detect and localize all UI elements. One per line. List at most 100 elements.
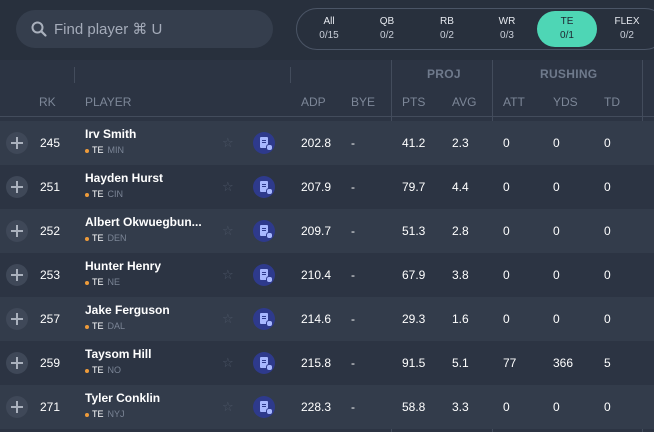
- rank: 252: [40, 224, 61, 238]
- plus-icon[interactable]: [6, 132, 28, 154]
- player-team: NYJ: [107, 409, 125, 419]
- rush-td: 0: [604, 180, 611, 194]
- player-team: MIN: [107, 145, 125, 155]
- rush-yds: 0: [553, 400, 560, 414]
- table-row[interactable]: 252 Albert Okwuegbun... TE DEN ☆ 209.7 - …: [0, 209, 654, 253]
- adp: 215.8: [301, 356, 332, 370]
- star-icon[interactable]: ☆: [222, 267, 234, 282]
- bye: -: [351, 268, 355, 282]
- tab-count: 0/3: [500, 30, 514, 41]
- plus-icon[interactable]: [6, 396, 28, 418]
- tab-count: 0/2: [440, 30, 454, 41]
- star-icon[interactable]: ☆: [222, 399, 234, 414]
- tab-flex[interactable]: FLEX 0/2: [597, 11, 654, 47]
- col-att[interactable]: ATT: [503, 95, 525, 109]
- player-search[interactable]: [16, 10, 273, 48]
- plus-icon[interactable]: [6, 220, 28, 242]
- col-yds[interactable]: YDS: [553, 95, 578, 109]
- star-icon[interactable]: ☆: [222, 179, 234, 194]
- table-row[interactable]: 259 Taysom Hill TE NO ☆ 215.8 - 91.5 5.1 …: [0, 341, 654, 385]
- tab-wr[interactable]: WR 0/3: [477, 11, 537, 47]
- position-dot: [85, 324, 89, 329]
- player-name[interactable]: Jake Ferguson: [85, 303, 170, 317]
- adp: 214.6: [301, 312, 332, 326]
- bye: -: [351, 356, 355, 370]
- news-icon[interactable]: [253, 308, 275, 330]
- tab-label: TE: [560, 16, 574, 27]
- player-meta: TE DAL: [85, 321, 125, 331]
- news-icon[interactable]: [253, 220, 275, 242]
- proj-avg: 2.3: [452, 136, 469, 150]
- tab-count: 0/15: [319, 30, 339, 41]
- player-name[interactable]: Taysom Hill: [85, 347, 152, 361]
- star-icon[interactable]: ☆: [222, 311, 234, 326]
- tab-qb[interactable]: QB 0/2: [357, 11, 417, 47]
- rank: 251: [40, 180, 61, 194]
- rush-yds: 366: [553, 356, 574, 370]
- news-icon[interactable]: [253, 132, 275, 154]
- tab-label: All: [323, 16, 335, 27]
- search-input[interactable]: [54, 10, 264, 48]
- position-dot: [85, 280, 89, 285]
- col-avg[interactable]: AVG: [452, 95, 477, 109]
- tab-count: 0/2: [620, 30, 634, 41]
- position-filter: All 0/15 QB 0/2 RB 0/2 WR 0/3 TE 0/1 FLE…: [296, 8, 654, 50]
- player-name[interactable]: Tyler Conklin: [85, 391, 161, 405]
- rush-att: 0: [503, 136, 510, 150]
- bye: -: [351, 224, 355, 238]
- tab-label: WR: [498, 16, 516, 27]
- rush-yds: 0: [553, 136, 560, 150]
- rush-yds: 0: [553, 268, 560, 282]
- table-row[interactable]: 257 Jake Ferguson TE DAL ☆ 214.6 - 29.3 1…: [0, 297, 654, 341]
- player-name[interactable]: Albert Okwuegbun...: [85, 215, 202, 229]
- rank: 271: [40, 400, 61, 414]
- tab-rb[interactable]: RB 0/2: [417, 11, 477, 47]
- bye: -: [351, 400, 355, 414]
- player-name[interactable]: Hunter Henry: [85, 259, 162, 273]
- player-meta: TE NYJ: [85, 409, 125, 419]
- table-row[interactable]: 245 Irv Smith TE MIN ☆ 202.8 - 41.2 2.3 0…: [0, 121, 654, 165]
- tab-all[interactable]: All 0/15: [299, 11, 359, 47]
- player-meta: TE CIN: [85, 189, 123, 199]
- table-row[interactable]: 253 Hunter Henry TE NE ☆ 210.4 - 67.9 3.8…: [0, 253, 654, 297]
- tab-count: 0/2: [380, 30, 394, 41]
- table-row[interactable]: 271 Tyler Conklin TE NYJ ☆ 228.3 - 58.8 3…: [0, 385, 654, 429]
- star-icon[interactable]: ☆: [222, 355, 234, 370]
- news-icon[interactable]: [253, 264, 275, 286]
- news-icon[interactable]: [253, 176, 275, 198]
- tab-label: RB: [440, 16, 454, 27]
- col-rk[interactable]: RK: [39, 95, 56, 109]
- star-icon[interactable]: ☆: [222, 223, 234, 238]
- news-icon[interactable]: [253, 352, 275, 374]
- col-adp[interactable]: ADP: [301, 95, 326, 109]
- bye: -: [351, 312, 355, 326]
- player-meta: TE DEN: [85, 233, 127, 243]
- table-row[interactable]: 251 Hayden Hurst TE CIN ☆ 207.9 - 79.7 4.…: [0, 165, 654, 209]
- star-icon[interactable]: ☆: [222, 135, 234, 150]
- col-td[interactable]: TD: [604, 95, 620, 109]
- news-icon[interactable]: [253, 396, 275, 418]
- player-name[interactable]: Irv Smith: [85, 127, 137, 141]
- tab-te[interactable]: TE 0/1: [537, 11, 597, 47]
- player-name[interactable]: Hayden Hurst: [85, 171, 164, 185]
- player-position: TE: [92, 233, 104, 243]
- bye: -: [351, 136, 355, 150]
- plus-icon[interactable]: [6, 308, 28, 330]
- rush-att: 0: [503, 224, 510, 238]
- plus-icon[interactable]: [6, 352, 28, 374]
- plus-icon[interactable]: [6, 264, 28, 286]
- col-player[interactable]: PLAYER: [85, 95, 132, 109]
- rush-yds: 0: [553, 224, 560, 238]
- table-header: PROJ RUSHING RK PLAYER ADP BYE PTS AVG A…: [0, 60, 654, 116]
- proj-avg: 3.8: [452, 268, 469, 282]
- col-pts[interactable]: PTS: [402, 95, 426, 109]
- rank: 245: [40, 136, 61, 150]
- proj-pts: 41.2: [402, 136, 426, 150]
- plus-icon[interactable]: [6, 176, 28, 198]
- proj-avg: 2.8: [452, 224, 469, 238]
- player-meta: TE NO: [85, 365, 121, 375]
- col-bye[interactable]: BYE: [351, 95, 376, 109]
- rush-td: 0: [604, 312, 611, 326]
- position-dot: [85, 236, 89, 241]
- position-dot: [85, 368, 89, 373]
